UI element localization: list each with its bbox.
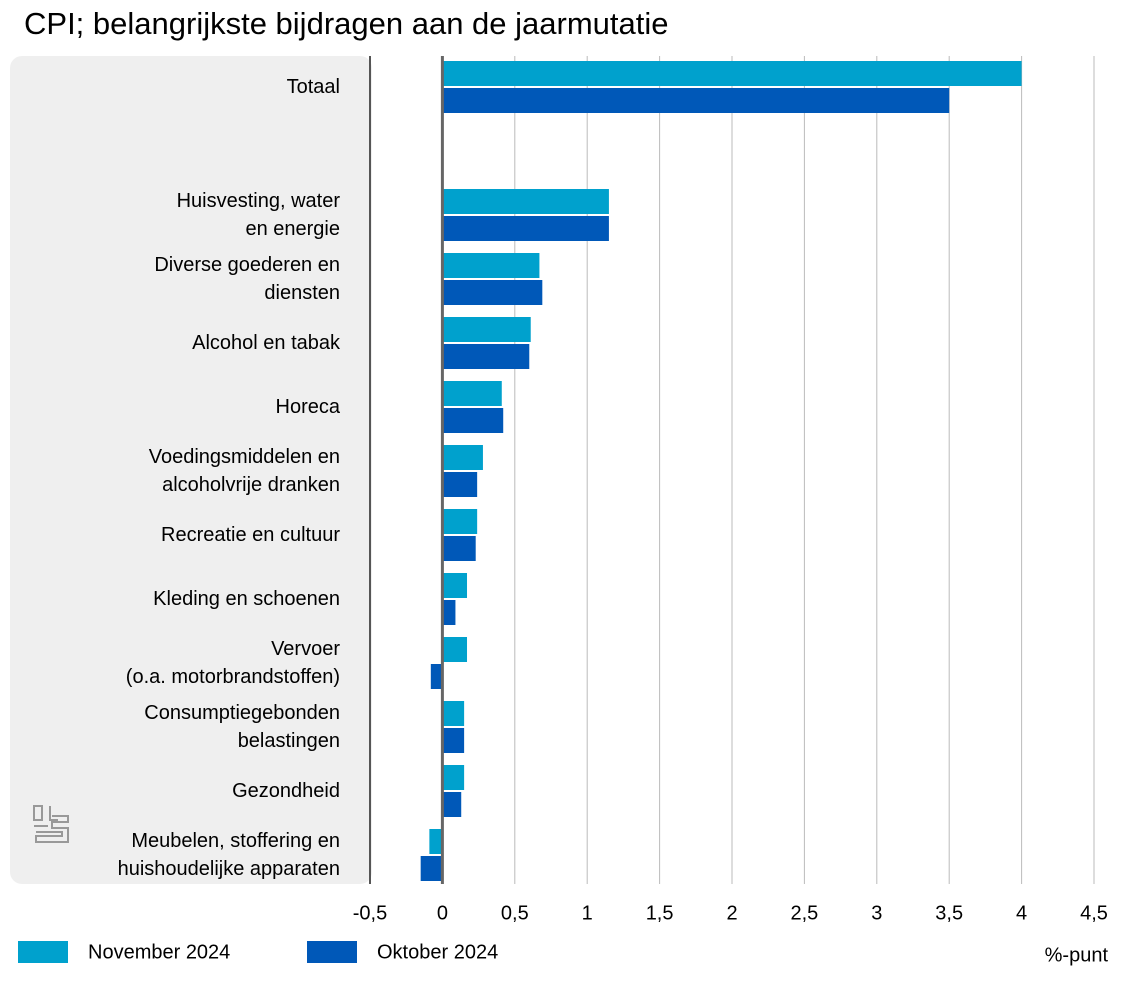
x-tick-label: 4,5	[1080, 902, 1108, 924]
category-label: Gezondheid	[232, 780, 340, 802]
category-label: Recreatie en cultuur	[161, 524, 340, 546]
legend-swatch	[18, 941, 68, 963]
bar	[442, 637, 468, 662]
bar	[442, 280, 543, 305]
bar	[442, 792, 462, 817]
category-label: Huisvesting, water en energie	[176, 190, 340, 240]
bar	[442, 381, 502, 406]
bar	[420, 856, 443, 881]
bar	[442, 317, 531, 342]
bar	[442, 728, 465, 753]
category-label: Voedingsmiddelen en alcoholvrije dranken	[148, 446, 340, 496]
logo	[33, 805, 69, 843]
legend-label: Oktober 2024	[377, 941, 498, 963]
bar	[430, 664, 443, 689]
bar	[442, 765, 465, 790]
bar	[442, 61, 1022, 86]
x-tick-label: 2,5	[790, 902, 818, 924]
category-label: Consumptiegebonden belastingen	[144, 702, 340, 752]
bar	[429, 829, 443, 854]
bar	[442, 189, 609, 214]
x-tick-label: 4	[1016, 902, 1027, 924]
label-panel	[10, 56, 372, 884]
x-tick-label: 1,5	[646, 902, 674, 924]
bar	[442, 573, 468, 598]
x-tick-label: 0	[437, 902, 448, 924]
x-tick-label: 3,5	[935, 902, 963, 924]
bar	[442, 472, 478, 497]
x-axis-label: %-punt	[1045, 944, 1109, 966]
bar	[442, 701, 465, 726]
category-label: Totaal	[286, 76, 340, 98]
legend-label: November 2024	[88, 941, 230, 963]
bar	[442, 253, 540, 278]
chart-title: CPI; belangrijkste bijdragen aan de jaar…	[24, 6, 669, 41]
x-tick-label: -0,5	[353, 902, 387, 924]
bar	[442, 344, 530, 369]
category-label: Kleding en schoenen	[153, 588, 340, 610]
x-tick-label: 2	[726, 902, 737, 924]
x-tick-label: 3	[871, 902, 882, 924]
bar	[442, 445, 483, 470]
category-label: Diverse goederen en diensten	[154, 254, 340, 304]
bar	[442, 216, 609, 241]
legend-swatch	[307, 941, 357, 963]
bar	[442, 509, 478, 534]
category-label: Alcohol en tabak	[192, 332, 340, 354]
bar	[442, 600, 456, 625]
bar	[442, 88, 950, 113]
bar	[442, 408, 504, 433]
category-label: Vervoer (o.a. motorbrandstoffen)	[125, 638, 340, 688]
bar	[442, 536, 476, 561]
category-label: Horeca	[275, 396, 340, 418]
category-label: Meubelen, stoffering en huishoudelijke a…	[117, 830, 340, 880]
x-tick-label: 1	[582, 902, 593, 924]
x-tick-label: 0,5	[501, 902, 529, 924]
